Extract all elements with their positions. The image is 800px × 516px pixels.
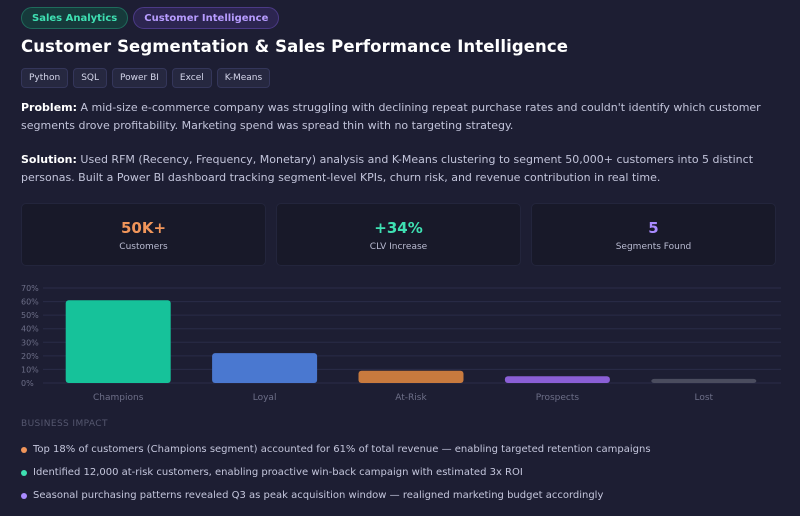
- stat-card-segments: 5 Segments Found: [531, 203, 776, 266]
- tag-sales-analytics[interactable]: Sales Analytics: [21, 7, 129, 29]
- page-title: Customer Segmentation & Sales Performanc…: [21, 37, 569, 56]
- bar: [65, 300, 171, 383]
- stat-label-segments: Segments Found: [615, 242, 692, 252]
- y-tick-label: 30%: [21, 338, 39, 347]
- solution-label: Solution:: [21, 153, 77, 166]
- stats-row: 50K+ Customers +34% CLV Increase 5 Segme…: [21, 203, 776, 266]
- tech-stack: Python SQL Power BI Excel K-Means: [21, 68, 271, 88]
- bullet-dot-icon: [21, 470, 27, 476]
- x-tick-label: At-Risk: [395, 393, 427, 403]
- tech-sql: SQL: [73, 68, 108, 88]
- x-tick-label: Loyal: [253, 393, 277, 403]
- stat-value-clv: +34%: [374, 219, 423, 237]
- impact-item-text: Seasonal purchasing patterns revealed Q3…: [33, 490, 604, 501]
- y-tick-label: 10%: [21, 365, 39, 374]
- tech-k-means: K-Means: [216, 68, 271, 88]
- stat-value-customers: 50K+: [120, 219, 167, 237]
- problem-text: A mid-size e-commerce company was strugg…: [21, 101, 761, 132]
- bar: [212, 353, 318, 383]
- stat-value-segments: 5: [648, 219, 659, 237]
- y-tick-label: 70%: [21, 284, 39, 293]
- business-impact-heading: BUSINESS IMPACT: [21, 419, 108, 429]
- bullet-dot-icon: [21, 447, 27, 453]
- stat-label-clv: CLV Increase: [369, 242, 428, 252]
- stat-card-clv: +34% CLV Increase: [276, 203, 521, 266]
- tag-row: Sales Analytics Customer Intelligence: [21, 7, 280, 29]
- stat-card-customers: 50K+ Customers: [21, 203, 266, 266]
- tag-customer-intelligence[interactable]: Customer Intelligence: [133, 7, 280, 29]
- tech-power-bi: Power BI: [112, 68, 167, 88]
- tech-python: Python: [21, 68, 69, 88]
- y-tick-label: 20%: [21, 352, 39, 361]
- impact-item-text: Top 18% of customers (Champions segment)…: [33, 444, 651, 455]
- x-tick-label: Lost: [695, 393, 714, 403]
- y-tick-label: 60%: [21, 298, 39, 307]
- y-tick-label: 40%: [21, 325, 39, 334]
- y-tick-label: 50%: [21, 311, 39, 320]
- bar: [651, 378, 757, 383]
- stat-label-customers: Customers: [119, 242, 168, 252]
- solution-text: Used RFM (Recency, Frequency, Monetary) …: [21, 153, 754, 184]
- solution-paragraph: Solution: Used RFM (Recency, Frequency, …: [21, 151, 781, 187]
- x-tick-label: Prospects: [536, 393, 580, 403]
- bullet-dot-icon: [21, 493, 27, 499]
- bar: [358, 370, 464, 383]
- y-tick-label: 0%: [21, 379, 34, 388]
- x-tick-label: Champions: [93, 393, 144, 403]
- tech-excel: Excel: [171, 68, 212, 88]
- segment-revenue-chart: 0% 10% 20% 30% 40% 50% 60% 70% Champions Loyal At-…: [21, 284, 781, 403]
- impact-item-text: Identified 12,000 at-risk customers, ena…: [33, 467, 523, 478]
- bar: [504, 376, 610, 383]
- problem-paragraph: Problem: A mid-size e-commerce company w…: [21, 99, 781, 135]
- problem-label: Problem:: [21, 101, 78, 114]
